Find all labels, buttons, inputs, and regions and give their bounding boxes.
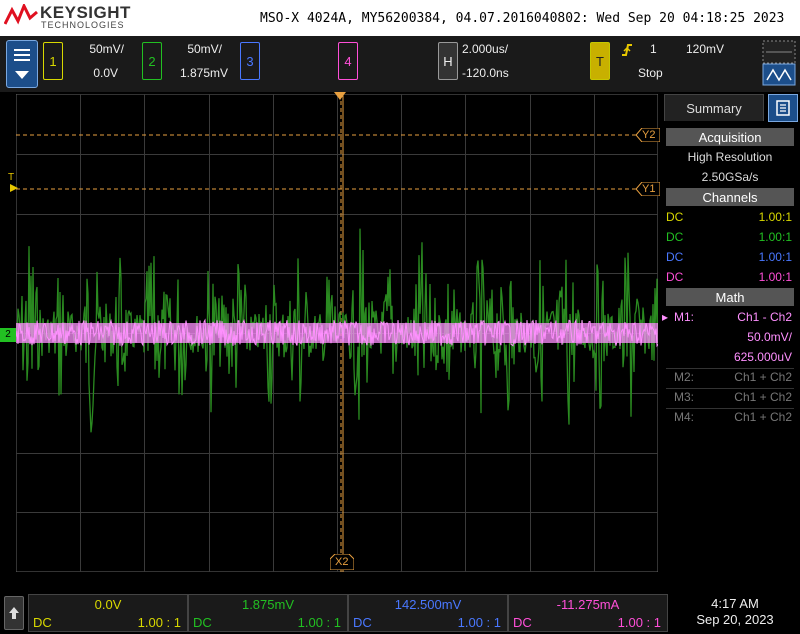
math-waveform [16, 318, 658, 348]
acquisition-header[interactable]: Acquisition [666, 128, 794, 146]
y1-cursor-label: Y1 [642, 183, 656, 195]
control-strip: 1 50mV/ 0.0V 2 50mV/ 1.875mV 3 4 H 2.000… [0, 36, 800, 92]
instrument-title: MSO-X 4024A, MY56200384, 04.07.201604080… [260, 11, 785, 26]
channel-1-scale: 50mV/ [89, 42, 124, 56]
brand-subtitle: TECHNOLOGIES [41, 20, 125, 30]
divider [666, 408, 794, 409]
clock-date: Sep 20, 2023 [696, 612, 774, 627]
y1-cursor-marker[interactable] [636, 182, 660, 196]
channel-1-offset: 0.0V [93, 66, 118, 80]
channel-3-button[interactable]: 3 [240, 42, 260, 80]
side-panel: Summary Acquisition High Resolution 2.50… [660, 92, 800, 572]
x2-cursor-label: X2 [335, 556, 349, 568]
trigger-position-icon [334, 92, 346, 100]
trigger-level-label: T [8, 172, 15, 183]
math-m1-expr: Ch1 - Ch2 [737, 310, 792, 324]
panel-menu-icon[interactable] [768, 94, 798, 122]
channel-4-button[interactable]: 4 [338, 42, 358, 80]
channels-header[interactable]: Channels [666, 188, 794, 206]
channel-3-status[interactable]: 142.500mV DC 1.00 : 1 [348, 594, 508, 632]
header-bar: KEYSIGHT TECHNOLOGIES MSO-X 4024A, MY562… [0, 0, 800, 36]
waveform-display[interactable]: Y2 Y1 X2 T 2 [0, 92, 660, 572]
x2-cursor-marker[interactable] [330, 554, 354, 570]
zoom-icon[interactable] [762, 40, 796, 86]
divider [666, 368, 794, 369]
channel-2-offset: 1.875mV [179, 66, 228, 80]
main-menu-button[interactable] [6, 40, 38, 88]
keysight-logo-icon [4, 4, 38, 25]
trigger-level: 120mV [686, 42, 725, 56]
channel-2-scale: 50mV/ [187, 42, 222, 56]
sample-rate: 2.50GSa/s [701, 170, 759, 184]
divider [666, 388, 794, 389]
y2-cursor-label: Y2 [642, 129, 656, 141]
math-m1-name: M1: [674, 310, 695, 324]
rising-edge-icon [622, 44, 632, 56]
channel-2-status[interactable]: 1.875mV DC 1.00 : 1 [188, 594, 348, 632]
trigger-level-icon [10, 184, 18, 192]
run-state: Stop [638, 66, 663, 80]
channel-2-button[interactable]: 2 [142, 42, 162, 80]
trigger-source: 1 [650, 42, 657, 56]
math-header[interactable]: Math [666, 288, 794, 306]
channel-1-status[interactable]: 0.0V DC 1.00 : 1 [28, 594, 188, 632]
chevron-down-icon [15, 71, 29, 79]
channel-1-button[interactable]: 1 [43, 42, 63, 80]
menu-icon [14, 49, 30, 63]
up-arrow-icon [9, 607, 19, 619]
bottom-status-bar: 0.0V DC 1.00 : 1 1.875mV DC 1.00 : 1 142… [0, 592, 800, 632]
tab-summary[interactable]: Summary [664, 94, 764, 121]
channel-4-status[interactable]: -11.275mA DC 1.00 : 1 [508, 594, 668, 632]
timebase-value: 2.000us/ [462, 42, 509, 56]
home-button[interactable] [4, 596, 24, 630]
horizontal-button[interactable]: H [438, 42, 458, 80]
selected-indicator-icon: ▸ [662, 310, 669, 324]
clock-time: 4:17 AM [711, 596, 759, 611]
acquisition-mode: High Resolution [687, 150, 773, 164]
horizontal-delay: -120.0ns [462, 66, 509, 80]
trigger-button[interactable]: T [590, 42, 610, 80]
y2-cursor-marker[interactable] [636, 128, 660, 142]
graticule [16, 94, 658, 572]
channel-2-ground-marker[interactable]: 2 [0, 328, 16, 342]
brand-name: KEYSIGHT [40, 3, 131, 22]
